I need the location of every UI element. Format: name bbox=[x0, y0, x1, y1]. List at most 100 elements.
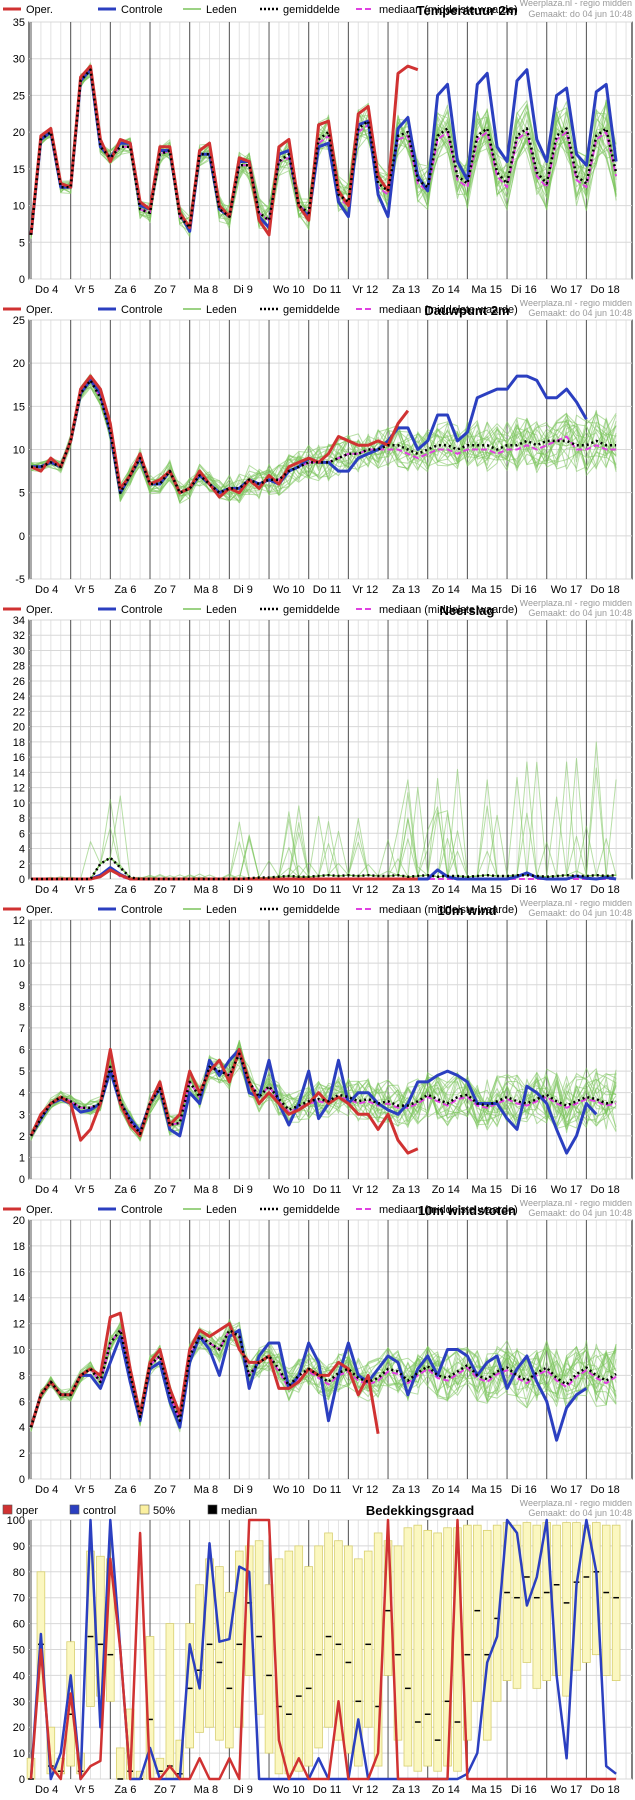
y-tick-label: 0 bbox=[19, 1174, 25, 1186]
x-tick-label: Ma 8 bbox=[194, 284, 218, 296]
x-tick-label: Ma 15 bbox=[471, 284, 502, 296]
y-tick-label: 14 bbox=[13, 1293, 25, 1305]
source-credit: Weerplaza.nl - regio midden bbox=[520, 600, 632, 608]
y-tick-label: 24 bbox=[13, 691, 25, 703]
source-credit: Weerplaza.nl - regio midden bbox=[520, 900, 632, 908]
legend-label: Controle bbox=[121, 4, 163, 16]
member-line bbox=[30, 70, 617, 238]
y-tick-label: 10 bbox=[13, 1748, 25, 1760]
legend-label: Controle bbox=[121, 904, 163, 916]
x-tick-label: Zo 14 bbox=[432, 1184, 460, 1196]
legend-label: Controle bbox=[121, 604, 163, 616]
y-tick-label: 35 bbox=[13, 17, 25, 29]
mean-line bbox=[29, 68, 618, 236]
band-bar bbox=[314, 1545, 323, 1749]
band-bar bbox=[284, 1550, 294, 1775]
y-tick-label: 5 bbox=[19, 1066, 25, 1078]
made-timestamp: Gemaakt: do 04 jun 10:48 bbox=[528, 608, 632, 618]
y-tick-label: 15 bbox=[13, 401, 25, 413]
legend-label: Oper. bbox=[26, 4, 53, 16]
x-tick-label: Za 13 bbox=[392, 884, 420, 896]
x-tick-label: Di 9 bbox=[233, 284, 253, 296]
legend-label: Controle bbox=[121, 304, 163, 316]
y-tick-label: 16 bbox=[13, 1267, 25, 1279]
band-bar bbox=[304, 1566, 313, 1767]
x-tick-label: Di 16 bbox=[511, 884, 537, 896]
x-tick-label: Vr 5 bbox=[75, 1184, 95, 1196]
y-tick-label: 28 bbox=[13, 661, 25, 673]
y-tick-label: 2 bbox=[19, 1448, 25, 1460]
made-timestamp: Gemaakt: do 04 jun 10:48 bbox=[528, 9, 632, 19]
legend-label: mediaan (middelste waarde) bbox=[379, 4, 518, 16]
legend-label: Controle bbox=[121, 1204, 163, 1216]
y-tick-label: 18 bbox=[13, 1241, 25, 1253]
y-tick-label: 7 bbox=[19, 1023, 25, 1035]
member-line bbox=[30, 1054, 617, 1141]
x-tick-label: Zo 14 bbox=[432, 884, 460, 896]
y-tick-label: 30 bbox=[13, 54, 25, 66]
band-bar bbox=[324, 1532, 333, 1728]
y-tick-label: 80 bbox=[13, 1567, 25, 1579]
x-tick-label: Zo 7 bbox=[154, 584, 176, 596]
band-bar bbox=[482, 1529, 492, 1741]
x-tick-label: Zo 14 bbox=[432, 284, 460, 296]
x-tick-label: Di 16 bbox=[511, 1484, 537, 1496]
band-bar bbox=[403, 1527, 413, 1767]
chart-title: Neerslag bbox=[440, 603, 495, 618]
x-tick-label: Vr 12 bbox=[352, 884, 378, 896]
band-bar bbox=[473, 1524, 482, 1702]
x-tick-label: Do 18 bbox=[590, 884, 619, 896]
x-tick-label: Do 11 bbox=[313, 1484, 342, 1496]
chart-panel-2: -5 0 5 10 15 20 25 Do 4 Vr 5 Za 6 Zo 7 Ma 8 Di 9 Wo 1… bbox=[3, 300, 633, 596]
y-tick-label: 22 bbox=[13, 706, 25, 718]
x-tick-label: Za 6 bbox=[114, 584, 136, 596]
y-tick-label: 6 bbox=[19, 828, 25, 840]
y-tick-label: 25 bbox=[13, 315, 25, 327]
x-tick-label: Zo 7 bbox=[154, 1184, 176, 1196]
oper-line bbox=[30, 374, 410, 499]
y-tick-label: 4 bbox=[19, 844, 25, 856]
x-tick-label: Di 9 bbox=[233, 1784, 253, 1796]
x-tick-label: Do 11 bbox=[313, 284, 342, 296]
x-tick-label: Ma 8 bbox=[194, 1484, 218, 1496]
band-bar bbox=[195, 1584, 204, 1733]
control-line bbox=[29, 1328, 588, 1442]
y-tick-label: 4 bbox=[19, 1088, 25, 1100]
x-tick-label: Ma 8 bbox=[194, 1184, 218, 1196]
y-tick-label: 20 bbox=[13, 1215, 25, 1227]
y-tick-label: 18 bbox=[13, 737, 25, 749]
band-bar bbox=[363, 1550, 373, 1728]
y-tick-label: 30 bbox=[13, 645, 25, 657]
band-bar bbox=[115, 1747, 125, 1780]
x-tick-label: Ma 8 bbox=[194, 584, 218, 596]
member-line bbox=[30, 70, 617, 238]
band-bar bbox=[463, 1524, 472, 1741]
source-credit: Weerplaza.nl - regio midden bbox=[520, 300, 632, 308]
x-tick-label: Wo 10 bbox=[273, 1484, 305, 1496]
x-tick-label: Zo 7 bbox=[154, 1784, 176, 1796]
y-tick-label: 0 bbox=[19, 874, 25, 886]
y-tick-label: 90 bbox=[13, 1541, 25, 1553]
legend-label: Leden bbox=[206, 304, 237, 316]
made-timestamp: Gemaakt: do 04 jun 10:48 bbox=[528, 1208, 632, 1218]
band-bar bbox=[334, 1540, 343, 1741]
y-tick-label: 20 bbox=[13, 722, 25, 734]
y-tick-label: 5 bbox=[19, 237, 25, 249]
mean-line bbox=[31, 856, 617, 881]
y-tick-label: 50 bbox=[13, 1645, 25, 1657]
legend-label: median bbox=[221, 1505, 257, 1517]
band-bar bbox=[512, 1524, 522, 1689]
legend-label: mediaan (middelste waarde) bbox=[379, 1204, 518, 1216]
x-tick-label: Do 4 bbox=[35, 1184, 58, 1196]
legend-label: Oper. bbox=[26, 604, 53, 616]
y-tick-label: 12 bbox=[13, 783, 25, 795]
y-tick-label: 32 bbox=[13, 630, 25, 642]
x-tick-label: Vr 5 bbox=[75, 1784, 95, 1796]
source-credit: Weerplaza.nl - regio midden bbox=[520, 1500, 632, 1508]
x-tick-label: Vr 12 bbox=[352, 284, 378, 296]
band-bar bbox=[225, 1592, 234, 1749]
band-bar bbox=[601, 1524, 611, 1676]
x-tick-label: Za 13 bbox=[392, 1484, 420, 1496]
